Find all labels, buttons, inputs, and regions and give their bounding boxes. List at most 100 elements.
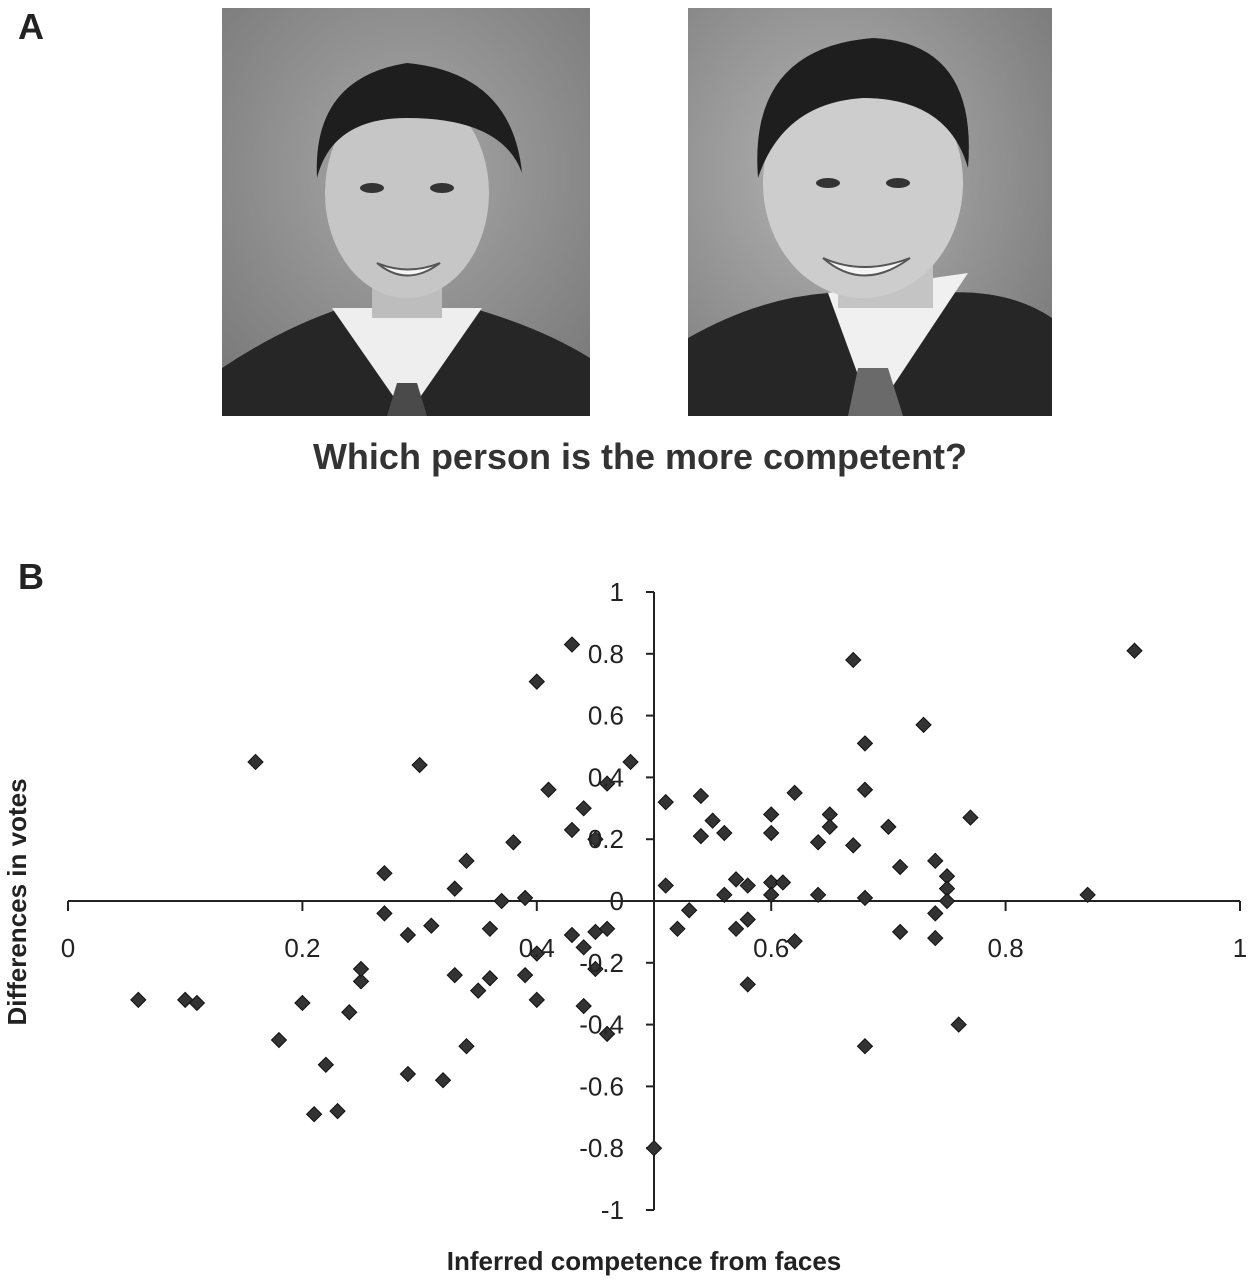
data-point [458, 852, 475, 870]
x-tick-label: 0.4 [519, 933, 555, 963]
data-point [516, 889, 534, 907]
data-point [657, 877, 674, 894]
panel-b-label: B [18, 556, 44, 597]
y-tick-label: 0.4 [588, 762, 624, 792]
x-tick-label: 1 [1233, 933, 1247, 963]
y-tick-label: -1 [601, 1195, 624, 1225]
data-point [716, 886, 733, 904]
data-point [704, 812, 721, 829]
data-point [891, 923, 909, 941]
data-point [376, 864, 393, 882]
candidate-right-photo [688, 8, 1052, 416]
data-point [587, 923, 604, 941]
data-point [587, 960, 604, 978]
chart-axes [67, 591, 1241, 1211]
data-point [786, 784, 803, 802]
data-point [481, 920, 499, 938]
data-point [376, 905, 393, 922]
data-point [845, 651, 862, 669]
data-point [762, 824, 780, 842]
data-point [821, 818, 839, 836]
data-point [352, 973, 370, 990]
data-point [247, 753, 264, 771]
data-point [188, 994, 206, 1012]
data-point [598, 920, 616, 938]
data-point [692, 827, 710, 845]
data-point [399, 1065, 417, 1083]
candidate-left-photo [222, 8, 590, 416]
scatter-chart: 0 0.2 0.4 0.6 0.8 1 1 0.8 0.6 0.4 0.2 0 -0.2 -0.4 -0.6… [2, 577, 1247, 1276]
data-point [692, 787, 710, 805]
question-text: Which person is the more competent? [312, 436, 968, 477]
data-point [880, 818, 897, 836]
data-point [341, 1004, 358, 1021]
x-tick-label: 0 [61, 933, 75, 963]
y-tick-label: 0 [610, 886, 624, 916]
data-point [575, 997, 592, 1015]
data-point [446, 966, 463, 984]
data-point [856, 781, 874, 798]
data-point [622, 753, 639, 771]
data-point [809, 834, 827, 851]
y-tick-label: -0.6 [579, 1071, 624, 1101]
data-point [587, 830, 604, 848]
data-point [528, 991, 546, 1009]
data-point [270, 1031, 288, 1049]
data-point [856, 1038, 874, 1055]
data-point [176, 991, 194, 1009]
y-tick-label: 0.6 [588, 701, 624, 731]
y-tick-label: 0.8 [588, 639, 624, 669]
data-point [563, 636, 581, 653]
x-tick-label: 0.8 [988, 933, 1024, 963]
data-point [774, 874, 792, 891]
data-point [669, 920, 686, 938]
data-point [352, 960, 370, 978]
data-point [739, 911, 756, 928]
data-point [598, 775, 616, 792]
data-point [927, 929, 944, 947]
data-point [563, 821, 581, 839]
data-point [809, 886, 827, 904]
data-point [762, 886, 780, 904]
data-point [575, 939, 592, 956]
data-point [481, 970, 499, 987]
data-point [423, 917, 440, 934]
data-point [727, 871, 745, 888]
data-point [891, 858, 909, 876]
data-point [927, 905, 944, 922]
x-tick-label: 0.6 [753, 933, 789, 963]
data-point [434, 1072, 452, 1089]
data-point [762, 806, 780, 823]
data-point [563, 926, 581, 944]
data-point [938, 892, 956, 910]
panel-a-label: A [18, 6, 44, 47]
data-point [950, 1016, 967, 1033]
data-point [516, 966, 534, 984]
chart-labels: 0 0.2 0.4 0.6 0.8 1 1 0.8 0.6 0.4 0.2 0 -0.2 -0.4 -0.6… [2, 577, 1247, 1276]
data-point [856, 889, 874, 907]
data-point [446, 880, 463, 897]
data-point [399, 926, 417, 944]
data-point [305, 1106, 323, 1123]
data-point [458, 1038, 475, 1055]
data-point [680, 902, 698, 919]
data-point [540, 781, 557, 798]
data-point [739, 877, 756, 894]
x-tick-label: 0.2 [284, 933, 320, 963]
data-point [845, 837, 862, 854]
data-point [469, 982, 487, 999]
data-point [505, 834, 522, 851]
data-point [528, 673, 546, 690]
y-tick-label: 1 [610, 577, 624, 607]
data-point [411, 756, 428, 774]
data-point [657, 793, 674, 811]
y-tick-label: -0.4 [579, 1010, 624, 1040]
data-point [575, 800, 592, 817]
data-point [927, 852, 944, 870]
data-point [727, 920, 745, 938]
data-point [645, 1139, 663, 1157]
y-tick-label: -0.8 [579, 1133, 624, 1163]
y-tick-label: 0.2 [588, 824, 624, 854]
y-axis-title: Differences in votes [2, 778, 32, 1025]
data-point [786, 932, 803, 950]
